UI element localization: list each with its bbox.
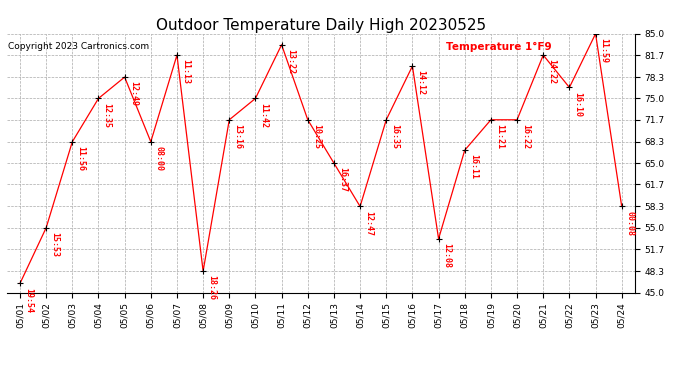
Text: 11:21: 11:21 xyxy=(495,124,504,149)
Text: 12:08: 12:08 xyxy=(443,243,452,268)
Text: 15:53: 15:53 xyxy=(50,232,59,257)
Title: Outdoor Temperature Daily High 20230525: Outdoor Temperature Daily High 20230525 xyxy=(156,18,486,33)
Text: 19:54: 19:54 xyxy=(24,288,33,313)
Text: 11:56: 11:56 xyxy=(77,146,86,171)
Text: 18:26: 18:26 xyxy=(207,275,216,300)
Text: 11:59: 11:59 xyxy=(600,38,609,63)
Text: 16:10: 16:10 xyxy=(573,92,582,117)
Text: Temperature 1°F9: Temperature 1°F9 xyxy=(446,42,552,52)
Text: 13:22: 13:22 xyxy=(286,49,295,74)
Text: 14:12: 14:12 xyxy=(417,70,426,95)
Text: 11:42: 11:42 xyxy=(259,103,268,128)
Text: 16:35: 16:35 xyxy=(391,124,400,149)
Text: 16:22: 16:22 xyxy=(521,124,530,149)
Text: 12:35: 12:35 xyxy=(103,103,112,128)
Text: 08:00: 08:00 xyxy=(155,146,164,171)
Text: Copyright 2023 Cartronics.com: Copyright 2023 Cartronics.com xyxy=(8,42,149,51)
Text: 14:22: 14:22 xyxy=(547,59,556,84)
Text: 16:11: 16:11 xyxy=(469,154,478,179)
Text: 11:13: 11:13 xyxy=(181,59,190,84)
Text: 12:47: 12:47 xyxy=(364,211,373,236)
Text: 12:49: 12:49 xyxy=(129,81,138,106)
Text: 16:37: 16:37 xyxy=(338,167,347,192)
Text: 00:08: 00:08 xyxy=(626,211,635,236)
Text: 10:25: 10:25 xyxy=(312,124,321,149)
Text: 13:16: 13:16 xyxy=(233,124,242,149)
